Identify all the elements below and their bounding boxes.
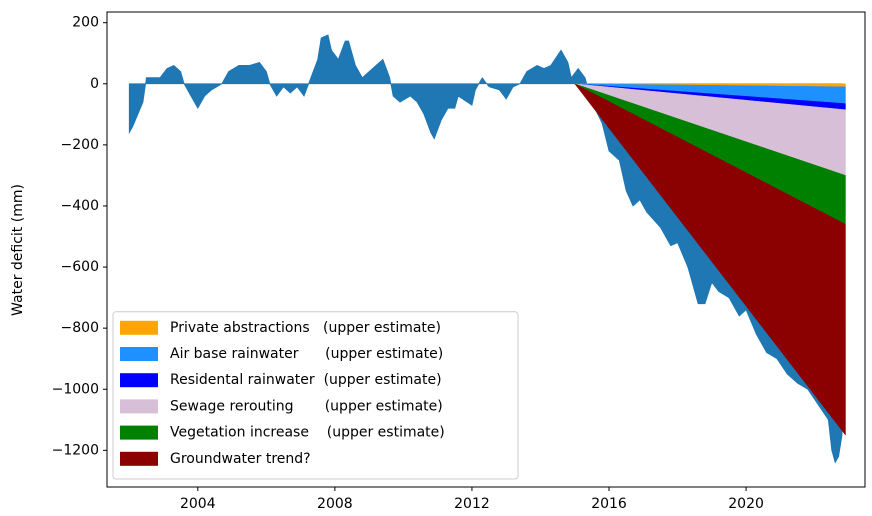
y-tick-label: −800: [61, 320, 99, 336]
legend-swatch: [120, 451, 158, 466]
legend-swatch: [120, 399, 158, 414]
legend-swatch: [120, 347, 158, 361]
x-tick-label: 2004: [180, 496, 216, 512]
legend-label: Sewage rerouting (upper estimate): [170, 398, 443, 414]
y-tick-label: −1200: [52, 442, 99, 458]
legend-label: Groundwater trend?: [170, 451, 311, 467]
legend-swatch: [120, 425, 158, 440]
legend-label: Residental rainwater (upper estimate): [170, 372, 442, 388]
y-tick-label: −200: [61, 137, 99, 153]
x-tick-label: 2008: [317, 496, 353, 512]
y-tick-label: 200: [72, 15, 99, 31]
legend-box: [112, 311, 519, 480]
y-tick-label: −400: [61, 198, 99, 214]
x-tick-label: 2020: [728, 496, 764, 512]
y-axis-label: Water deficit (mm): [10, 184, 26, 316]
legend-swatch: [120, 320, 158, 335]
legend-label: Vegetation increase (upper estimate): [170, 425, 445, 441]
y-tick-label: 0: [90, 76, 99, 92]
plot-frame: [106, 11, 866, 488]
x-tick-label: 2016: [591, 496, 627, 512]
legend-swatch: [120, 373, 158, 388]
y-tick-label: −1000: [52, 381, 99, 397]
x-tick-label: 2012: [454, 496, 490, 512]
stack-area: [574, 83, 846, 436]
legend-label: Private abstractions (upper estimate): [170, 320, 441, 336]
y-tick-label: −600: [61, 259, 99, 275]
legend-label: Air base rainwater (upper estimate): [170, 346, 443, 362]
